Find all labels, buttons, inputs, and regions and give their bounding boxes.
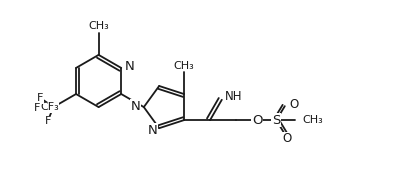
- Text: S: S: [272, 114, 280, 127]
- Text: O: O: [283, 132, 292, 145]
- Text: CF₃: CF₃: [40, 102, 59, 112]
- Text: O: O: [252, 114, 262, 127]
- Text: N: N: [125, 60, 135, 73]
- Text: F: F: [34, 103, 40, 113]
- Text: N: N: [147, 124, 157, 137]
- Text: F: F: [45, 116, 51, 126]
- Text: CH₃: CH₃: [302, 115, 323, 125]
- Text: NH: NH: [225, 90, 243, 103]
- Text: CH₃: CH₃: [88, 21, 109, 31]
- Text: N: N: [131, 100, 141, 112]
- Text: CH₃: CH₃: [173, 61, 194, 71]
- Text: O: O: [289, 98, 299, 111]
- Text: F: F: [37, 93, 43, 103]
